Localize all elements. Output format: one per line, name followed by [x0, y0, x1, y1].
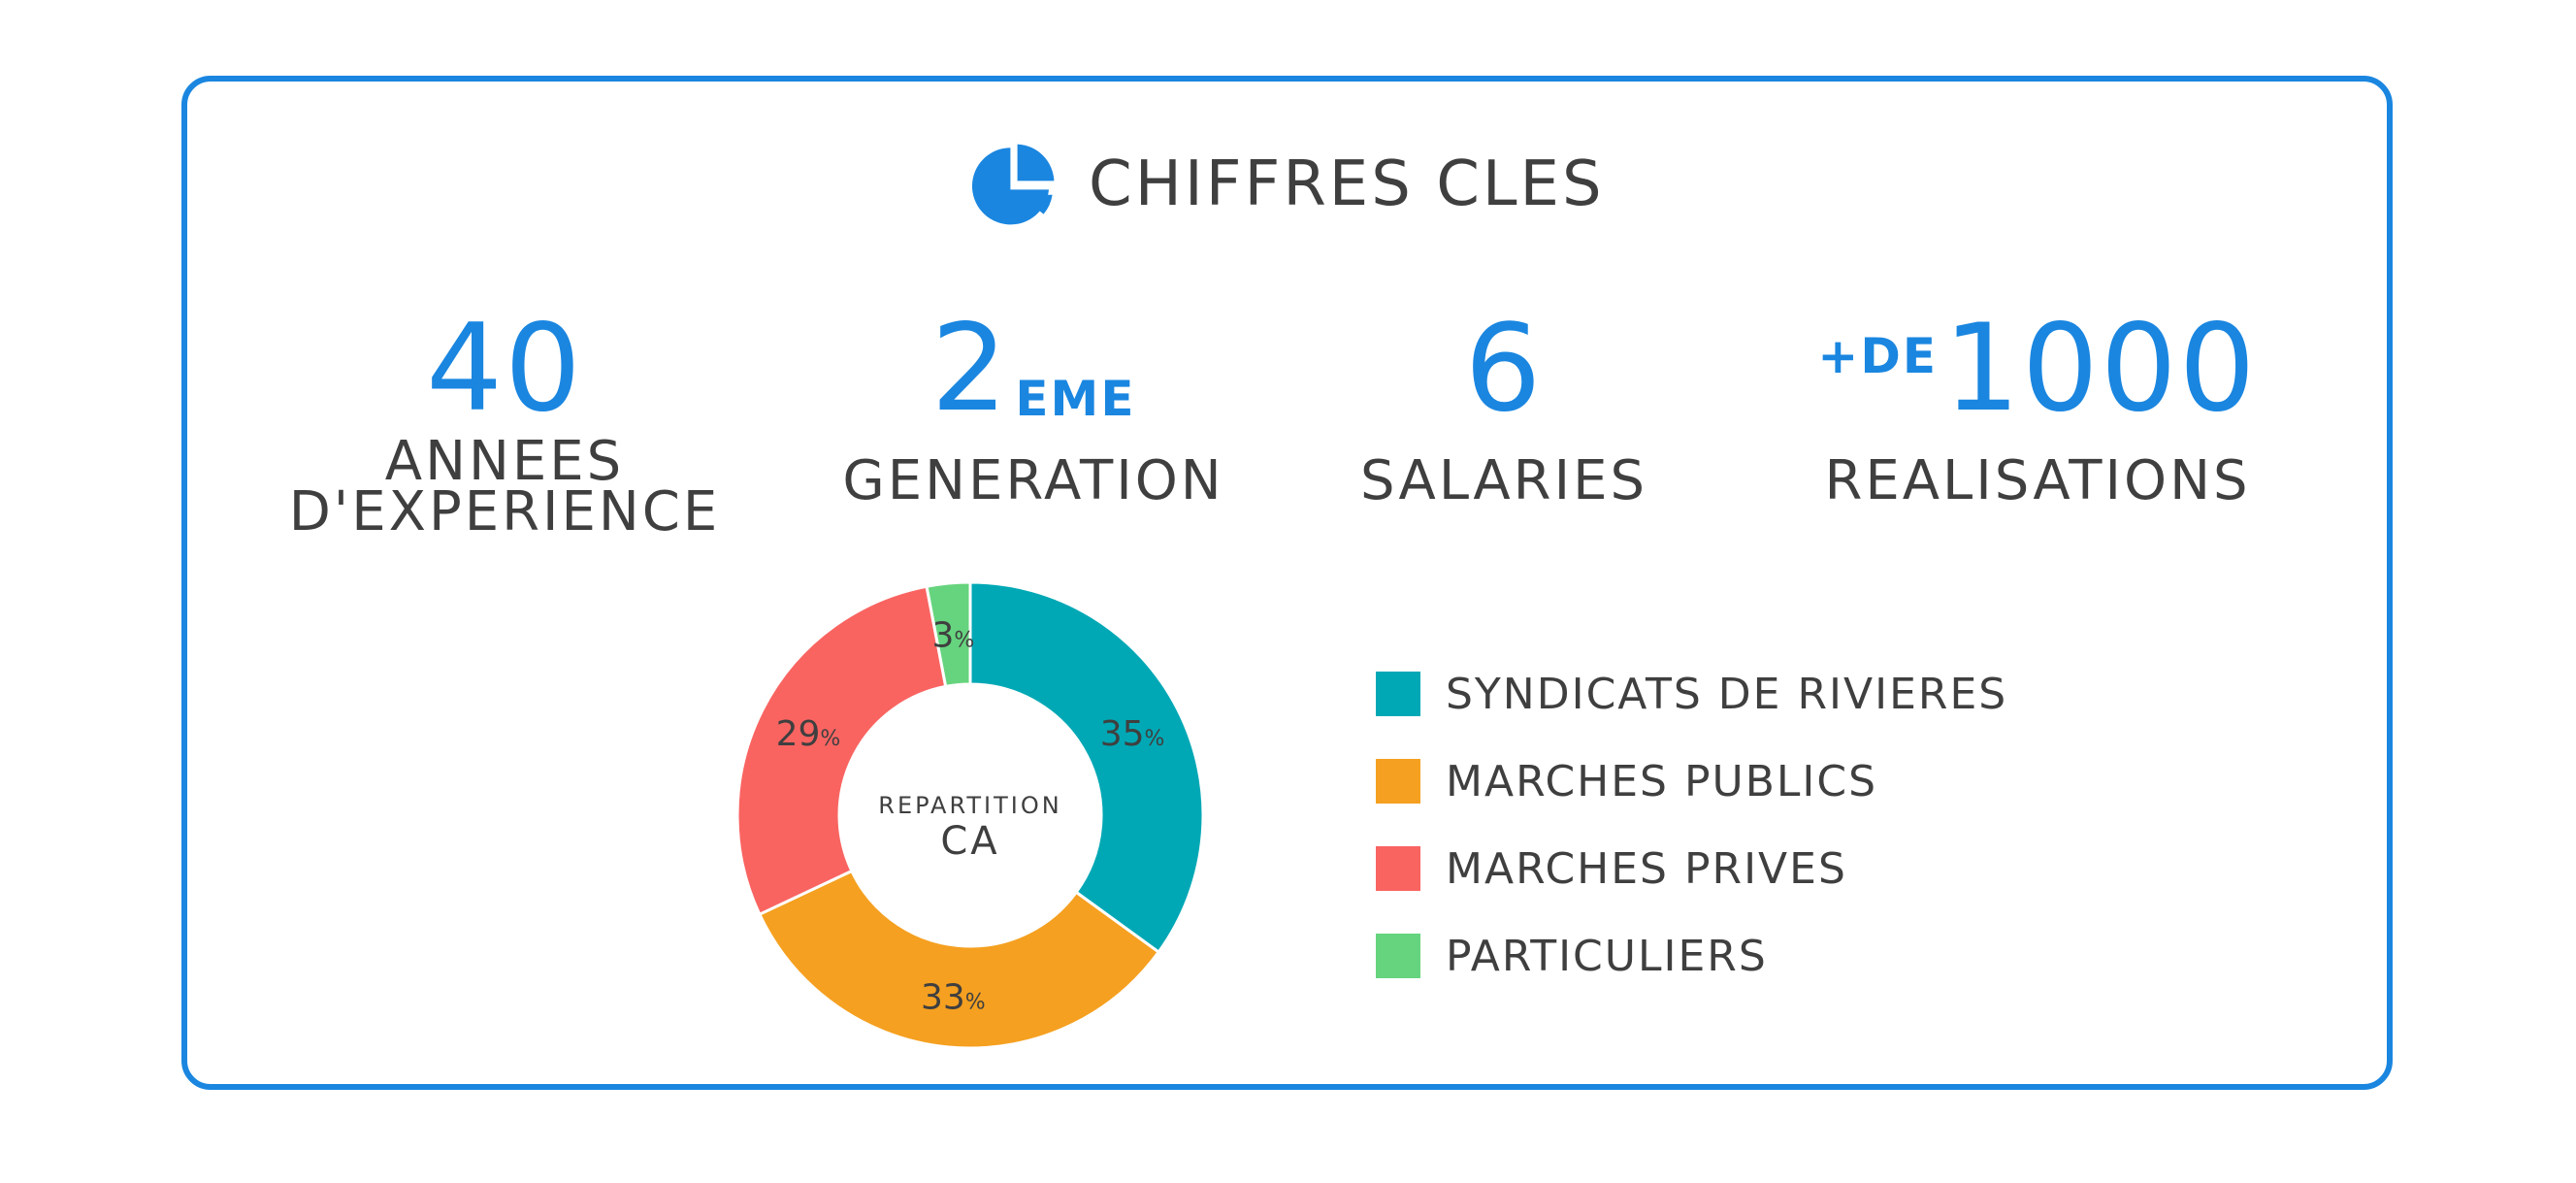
legend-label: PARTICULIERS — [1446, 931, 1768, 981]
legend-label: MARCHES PUBLICS — [1446, 756, 1878, 806]
legend-swatch — [1376, 934, 1420, 978]
slice-value-label: 29% — [776, 714, 841, 754]
stat-realisations: +DE1000 REALISATIONS — [1785, 299, 2290, 512]
pie-chart-icon — [971, 144, 1055, 225]
page-title: CHIFFRES CLES — [1089, 148, 1605, 220]
donut-slice — [757, 869, 1161, 1050]
legend-item: PARTICULIERS — [1376, 912, 2055, 1000]
stat-number: 2 EME — [930, 299, 1136, 439]
chart-legend: SYNDICATS DE RIVIERES MARCHES PUBLICS MARC… — [1376, 650, 2055, 1000]
legend-swatch — [1376, 846, 1420, 891]
key-figures-card — [181, 76, 2393, 1090]
stat-experience: 40 ANNEES D'EXPERIENCE — [262, 299, 747, 543]
slice-value-label: 35% — [1100, 714, 1165, 754]
stat-number: 40 — [426, 299, 583, 439]
center-label-top: REPARTITION — [878, 792, 1061, 819]
revenue-donut-chart: 35% 33% 29% 3% REPARTITION CA — [728, 573, 1213, 1058]
donut-slice — [735, 584, 948, 917]
legend-label: MARCHES PRIVES — [1446, 843, 1847, 894]
legend-item: SYNDICATS DE RIVIERES — [1376, 650, 2055, 738]
legend-swatch — [1376, 759, 1420, 804]
legend-label: SYNDICATS DE RIVIERES — [1446, 669, 2008, 719]
legend-item: MARCHES PRIVES — [1376, 825, 2055, 912]
legend-swatch — [1376, 672, 1420, 716]
stat-label: REALISATIONS — [1824, 449, 2251, 512]
legend-item: MARCHES PUBLICS — [1376, 738, 2055, 825]
stat-label: ANNEES D'EXPERIENCE — [288, 430, 721, 543]
slice-value-label: 33% — [921, 978, 986, 1018]
stat-generation: 2 EME GENERATION — [791, 299, 1276, 512]
header: CHIFFRES CLES — [970, 136, 1605, 233]
donut-slice — [925, 580, 972, 689]
slice-value-label: 3% — [931, 615, 974, 655]
center-label-bottom: CA — [940, 819, 999, 864]
donut-slice — [968, 580, 1205, 955]
stat-number: +DE1000 — [1817, 299, 2258, 439]
stat-employees: 6 SALARIES — [1261, 299, 1746, 512]
stat-number: 6 — [1464, 299, 1544, 439]
stat-label: GENERATION — [842, 449, 1224, 512]
stat-label: SALARIES — [1359, 449, 1648, 512]
